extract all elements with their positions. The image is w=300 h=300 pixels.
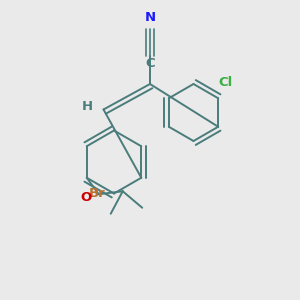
Text: C: C: [145, 57, 155, 70]
Text: H: H: [81, 100, 93, 113]
Text: O: O: [81, 191, 92, 204]
Text: Br: Br: [89, 187, 106, 200]
Text: Cl: Cl: [219, 76, 233, 89]
Text: N: N: [144, 11, 156, 24]
